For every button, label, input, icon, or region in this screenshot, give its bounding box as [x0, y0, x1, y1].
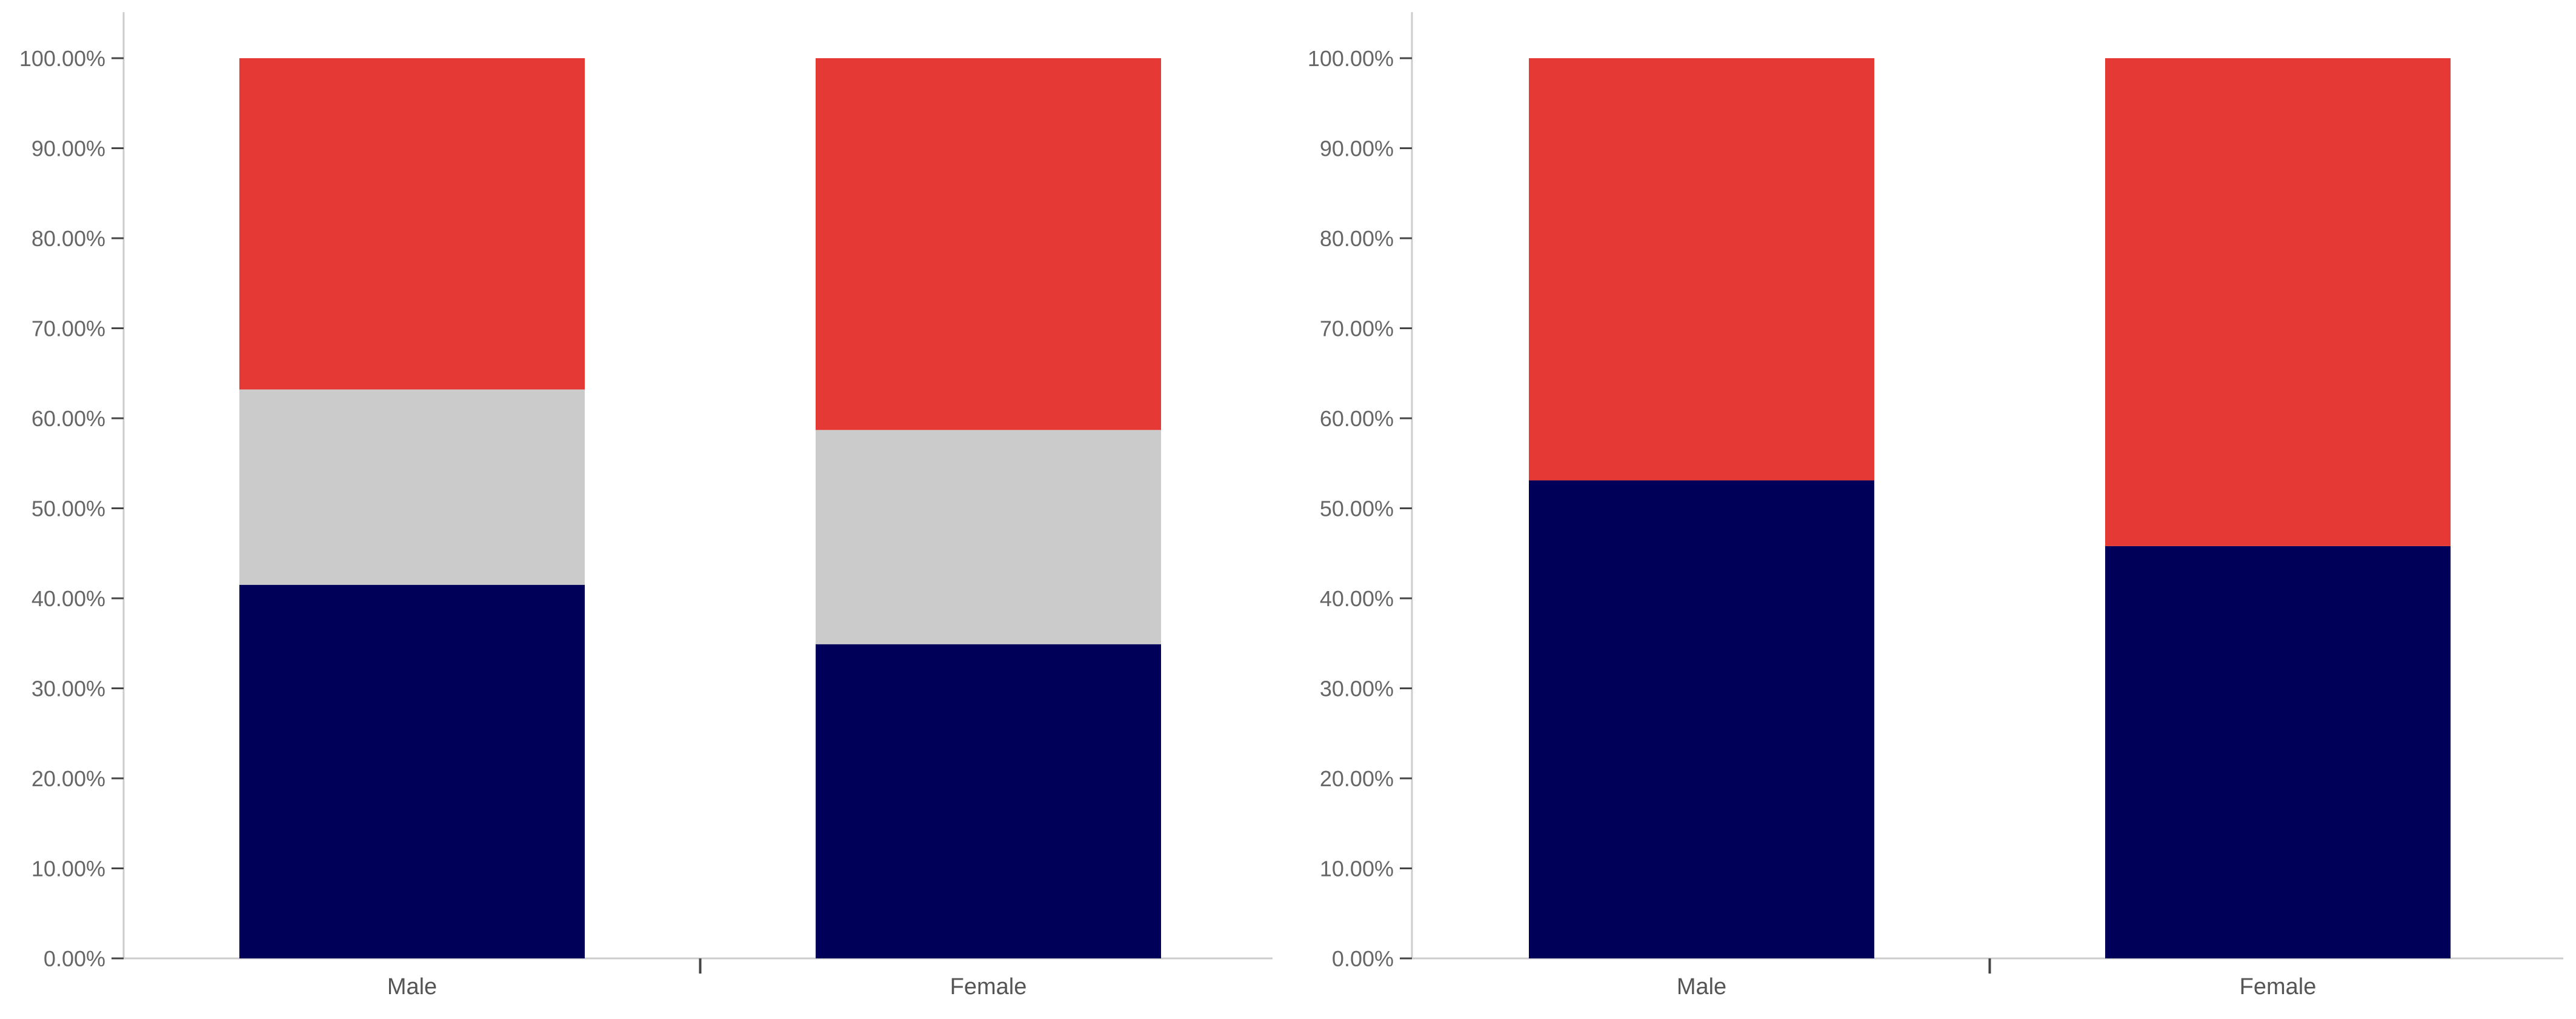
chart-1-y-tick-label: 50.00%	[32, 496, 105, 521]
chart-1-y-tick-label: 60.00%	[32, 406, 105, 431]
chart-2-y-tick-label: 60.00%	[1320, 406, 1394, 431]
chart-2-y-tick-label: 90.00%	[1320, 136, 1394, 161]
chart-2-x-tick-label: Male	[1677, 974, 1726, 1000]
chart-2-bar-female-segment-2	[2105, 58, 2451, 546]
chart-1-y-tick-label: 20.00%	[32, 766, 105, 791]
chart-2-x-tick-label: Female	[2240, 974, 2317, 1000]
chart-1-y-tick-label: 90.00%	[32, 136, 105, 161]
chart-2-y-tick-label: 80.00%	[1320, 226, 1394, 251]
chart-2-y-tick-label: 100.00%	[1308, 46, 1394, 71]
chart-1-y-tick-label: 30.00%	[32, 677, 105, 701]
chart-1-bar-male-segment-1	[239, 584, 585, 958]
chart-1-bar-male-segment-2	[239, 389, 585, 585]
chart-2-bar-male-segment-2	[1529, 58, 1874, 481]
chart-1-y-tick-label: 10.00%	[32, 857, 105, 881]
chart-1-bar-female-segment-2	[816, 430, 1161, 644]
chart-1-y-tick-label: 80.00%	[32, 226, 105, 251]
chart-1-x-tick-label: Female	[950, 974, 1027, 1000]
chart-1-bar-female-segment-3	[816, 58, 1161, 430]
chart-1-bar-male-segment-3	[239, 58, 585, 390]
chart-2-y-tick-label: 0.00%	[1332, 946, 1394, 971]
chart-2-y-tick-label: 70.00%	[1320, 316, 1394, 341]
chart-2-y-tick-label: 30.00%	[1320, 677, 1394, 701]
chart-2-y-tick-label: 50.00%	[1320, 496, 1394, 521]
chart-2-y-tick-label: 40.00%	[1320, 586, 1394, 611]
chart-2-y-tick-label: 10.00%	[1320, 857, 1394, 881]
chart-1-bar-female-segment-1	[816, 644, 1161, 958]
chart-1-x-tick-label: Male	[387, 974, 437, 1000]
chart-1-y-tick-label: 0.00%	[44, 946, 105, 971]
chart-1-y-tick-label: 40.00%	[32, 586, 105, 611]
chart-1-y-tick-label: 70.00%	[32, 316, 105, 341]
chart-2-y-tick-label: 20.00%	[1320, 766, 1394, 791]
chart-1-y-tick-label: 100.00%	[19, 46, 105, 71]
chart-2-bar-female-segment-1	[2105, 546, 2451, 958]
chart-2-bar-male-segment-1	[1529, 480, 1874, 958]
